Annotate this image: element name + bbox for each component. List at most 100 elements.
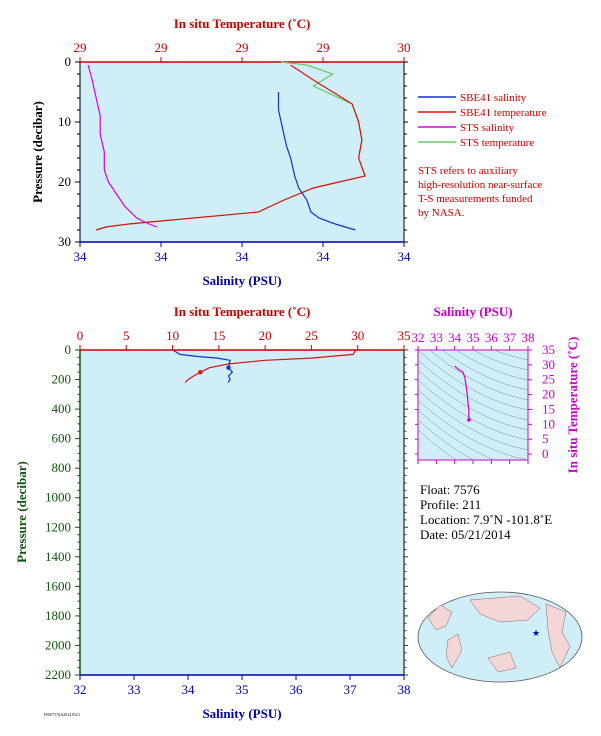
full-profile-left-tick-label: 200: [52, 372, 72, 387]
near-surface-top-tick-label: 29: [317, 40, 330, 55]
legend-label-sbe-salinity: SBE41 salinity: [460, 92, 527, 104]
full-profile-panel: In situ Temperature (˚C) 0 5 10 15 20 25 30 35 …: [14, 304, 411, 721]
near-surface-top-tick-label: 29: [155, 40, 168, 55]
full-profile-left-ticks: 0 200 400 600 800 1000 1200 1400 1600 1800 2000 220…: [45, 342, 408, 682]
full-profile-series: [172, 349, 357, 383]
map-landmass-africa: [445, 633, 463, 669]
ts-density-contour: [418, 270, 528, 330]
near-surface-left-ticks: 0 10 20 30: [58, 54, 408, 249]
map-landmass-americas-west: [427, 604, 453, 631]
ts-diagram-right-tick-label: 10: [542, 416, 555, 431]
near-surface-bottom-tick-label: 34: [155, 249, 169, 264]
sts-note-line-2: high-resolution near-surface: [418, 179, 542, 191]
near-surface-left-tick-label: 30: [58, 234, 71, 249]
sts-note-line-1: STS refers to auxiliary: [418, 165, 518, 177]
full-profile-left-tick-label: 1800: [45, 608, 71, 623]
ts-diagram-top-axis-title: Salinity (PSU): [433, 304, 512, 319]
full-profile-bottom-tick-label: 35: [236, 682, 249, 697]
full-profile-bottom-tick-label: 34: [182, 682, 196, 697]
full-profile-left-tick-label: 1000: [45, 490, 71, 505]
ts-diagram-right-tick-label: 35: [542, 342, 555, 357]
full-profile-top-tick-label: 20: [259, 328, 272, 343]
date: Date: 05/21/2014: [420, 527, 511, 542]
ts-density-contour: [455, 350, 528, 381]
ts-density-contour: [418, 419, 474, 460]
full-profile-left-tick-label: 600: [52, 431, 72, 446]
full-profile-bottom-ticks: 32 33 34 35 36 37 38: [74, 675, 411, 697]
full-profile-top-tick-label: 15: [212, 328, 225, 343]
near-surface-top-tick-label: 29: [74, 40, 87, 55]
ts-diagram-plot-area: [417, 349, 529, 461]
sts-note-line-4: by NASA.: [418, 207, 465, 219]
ts-diagram-right-tick-label: 20: [542, 387, 555, 402]
near-surface-top-ticks: 29 29 29 29 30: [74, 40, 411, 62]
full-profile-line-sbe41-salinity: [172, 349, 234, 383]
near-surface-bottom-tick-label: 34: [317, 249, 331, 264]
ts-density-contour: [418, 369, 528, 431]
ts-diagram-right-tick-label: 0: [542, 446, 549, 461]
ts-density-contour: [418, 350, 528, 411]
full-profile-top-axis-title: In situ Temperature (˚C): [174, 304, 311, 319]
ts-diagram-line: [454, 365, 470, 421]
near-surface-bottom-tick-label: 34: [74, 249, 88, 264]
float-location-marker: ★: [532, 628, 540, 638]
near-surface-bottom-tick-label: 34: [236, 249, 250, 264]
full-profile-bottom-tick-label: 38: [398, 682, 411, 697]
full-profile-bottom-tick-label: 33: [128, 682, 141, 697]
ts-density-contour: [472, 350, 528, 371]
full-profile-bottom-tick-label: 36: [290, 682, 304, 697]
ts-diagram-top-tick-label: 34: [448, 330, 462, 345]
near-surface-series: [87, 61, 366, 231]
full-profile-left-tick-label: 2000: [45, 637, 71, 652]
near-surface-left-tick-label: 10: [58, 114, 71, 129]
ts-diagram-top-tick-label: 38: [522, 330, 535, 345]
near-surface-bottom-axis-title: Salinity (PSU): [202, 273, 281, 288]
full-profile-top-tick-label: 10: [166, 328, 179, 343]
ts-diagram-right-axis-title: In situ Temperature (˚C): [565, 337, 580, 474]
float-info: Float: 7576 Profile: 211 Location: 7.9˚N…: [420, 482, 552, 542]
map-landmass-americas: [545, 603, 571, 669]
ts-diagram-top-tick-label: 32: [412, 330, 425, 345]
full-profile-top-tick-label: 0: [77, 328, 84, 343]
location: Location: 7.9˚N -101.8˚E: [420, 512, 552, 527]
full-profile-top-tick-label: 35: [398, 328, 411, 343]
ts-diagram-series: [454, 365, 471, 422]
ts-density-contours: [418, 270, 528, 460]
full-profile-plot-area: [79, 349, 405, 676]
near-surface-left-axis-title: Pressure (decibar): [30, 101, 45, 203]
near-surface-top-tick-label: 29: [236, 40, 249, 55]
ts-density-contour: [418, 429, 457, 460]
full-profile-top-tick-label: 5: [123, 328, 130, 343]
ts-diagram-end-marker: [467, 418, 471, 422]
near-surface-line-sbe41-temperature: [96, 64, 366, 231]
full-profile-left-tick-label: 1200: [45, 519, 71, 534]
full-profile-bottom-tick-label: 32: [74, 682, 87, 697]
ts-diagram-top-tick-label: 37: [503, 330, 517, 345]
ts-diagram-right-tick-label: 5: [542, 431, 549, 446]
world-map: ★: [417, 591, 583, 683]
full-profile-marker-sbe41-temperature: [198, 369, 203, 375]
full-profile-marker-sbe41-salinity: [226, 365, 231, 370]
full-profile-left-tick-label: 2200: [45, 667, 71, 682]
full-profile-top-tick-label: 25: [305, 328, 318, 343]
legend: SBE41 salinity SBE41 temperature STS sal…: [418, 92, 547, 219]
near-surface-bottom-ticks: 34 34 34 34 34: [74, 242, 411, 264]
full-profile-bottom-tick-label: 37: [344, 682, 358, 697]
ts-density-contour: [441, 350, 528, 391]
near-surface-left-tick-label: 0: [65, 54, 72, 69]
near-surface-plot-area: [79, 61, 405, 243]
full-profile-top-tick-label: 30: [351, 328, 364, 343]
map-landmass-australia: [487, 651, 517, 673]
ts-density-contour: [493, 350, 528, 361]
ts-density-contour: [418, 409, 495, 460]
sts-note-line-3: T-S measurements funded: [418, 193, 533, 205]
near-surface-panel: In situ Temperature (˚C) 29 29 29 29 30 34 34…: [30, 16, 411, 288]
ts-density-contour: [418, 379, 528, 441]
full-profile-left-axis-title: Pressure (decibar): [14, 461, 29, 563]
full-profile-top-ticks: 0 5 10 15 20 25 30 35: [77, 328, 411, 350]
ts-density-contour: [418, 399, 528, 460]
near-surface-line-sts-salinity: [87, 64, 158, 228]
ts-diagram-top-tick-label: 36: [485, 330, 499, 345]
